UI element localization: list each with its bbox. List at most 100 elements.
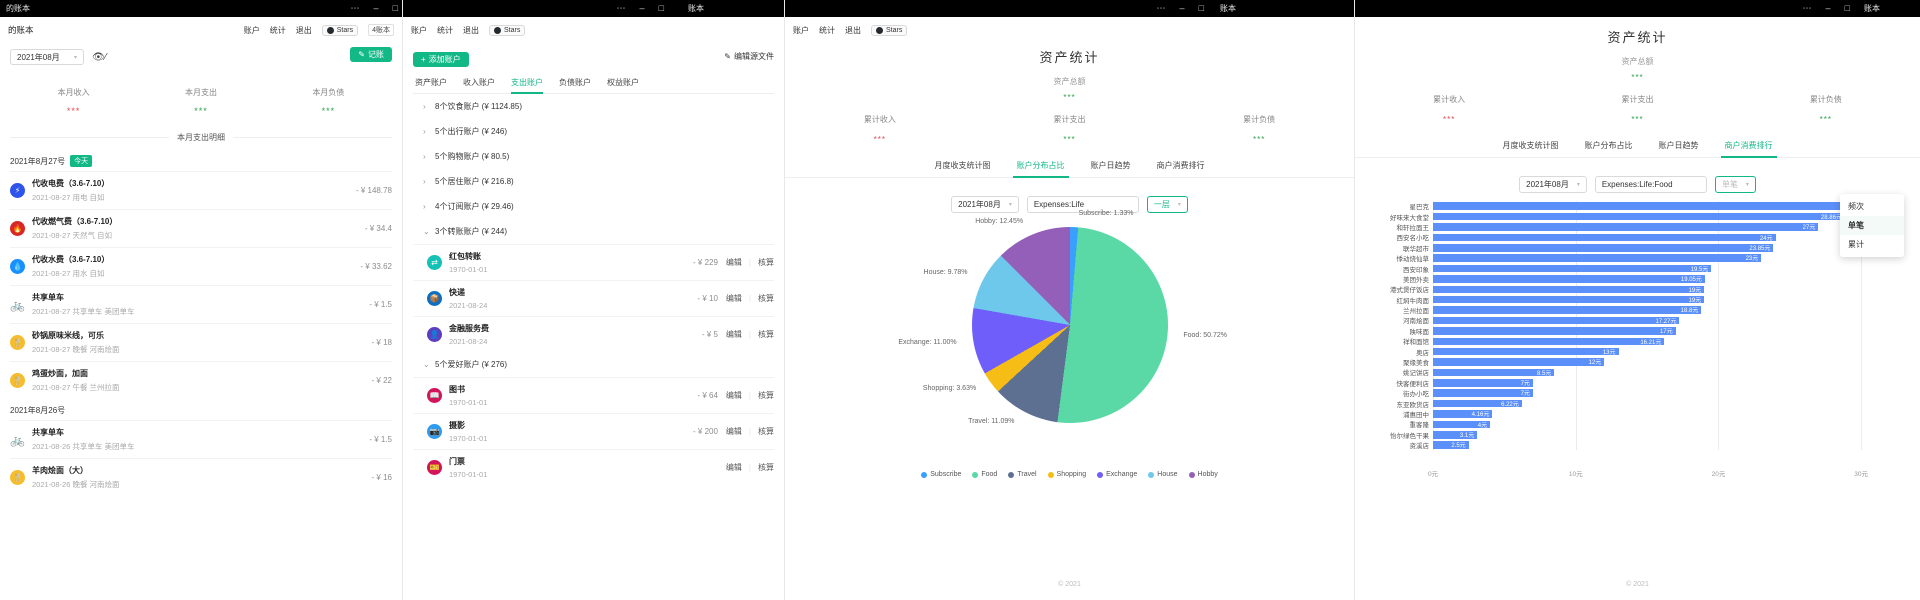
account-tab-1[interactable]: 收入账户	[463, 78, 495, 87]
month-select[interactable]: 2021年08月 ▾	[10, 49, 84, 65]
bar[interactable]: 19元	[1433, 295, 1705, 304]
chart-tab-4-2[interactable]: 账户日趋势	[1658, 141, 1699, 150]
window-controls-4[interactable]: ⋯ – □	[1803, 0, 1850, 17]
nav-logout[interactable]: 退出	[295, 25, 312, 35]
edit-link[interactable]: 编辑	[725, 258, 742, 267]
bar-row[interactable]: 西安印象 19.5元	[1403, 263, 1904, 274]
transaction-row[interactable]: ⚡ 代收电费（3.6-7.10） 2021-08-27 用电 自如 - ¥ 148.7…	[10, 171, 392, 209]
window-controls-2[interactable]: ⋯ – □	[617, 0, 664, 17]
edit-link[interactable]: 编辑	[725, 294, 742, 303]
edit-link[interactable]: 编辑	[725, 463, 742, 472]
more-icon-3[interactable]: ⋯	[1156, 3, 1166, 13]
legend-item[interactable]: House	[1148, 471, 1178, 478]
settle-link[interactable]: 核算	[758, 258, 774, 267]
settle-link[interactable]: 核算	[758, 294, 774, 303]
minimize-icon-2[interactable]: –	[639, 3, 645, 13]
maximize-icon-2[interactable]: □	[658, 3, 664, 13]
edit-source-button[interactable]: ✎ 编辑源文件	[724, 51, 774, 62]
window-controls-1[interactable]: ⋯ – □	[351, 0, 398, 17]
bar[interactable]: 6.22元	[1433, 399, 1522, 408]
bar-row[interactable]: 和轩拉面王 27元	[1397, 222, 1904, 232]
account-item-row[interactable]: 👤 金融服务费 2021-08-24 - ¥ 5 编辑 | 核算	[413, 316, 774, 352]
transaction-row[interactable]: 💧 代收水费（3.6-7.10） 2021-08-27 用水 自如 - ¥ 33.62	[10, 247, 392, 285]
bar[interactable]: 3.1元	[1433, 431, 1478, 439]
bar[interactable]: 7元	[1433, 389, 1533, 397]
chart-tab-3-2[interactable]: 账户日趋势	[1090, 161, 1131, 170]
account-item-row[interactable]: 📦 快递 2021-08-24 - ¥ 10 编辑 | 核算	[413, 280, 774, 316]
bar[interactable]: 18.8元	[1433, 306, 1702, 314]
account-group-row[interactable]: ⌄ 3个转账账户 (¥ 244)	[413, 219, 774, 244]
nav-statistics[interactable]: 统计	[269, 25, 286, 35]
add-account-button[interactable]: + 添加账户	[413, 52, 469, 67]
bar[interactable]: 19.05元	[1433, 275, 1705, 283]
chart-tab-3-1[interactable]: 账户分布占比	[1012, 160, 1069, 178]
level-select-3[interactable]: 一层 ▾	[1146, 196, 1188, 213]
maximize-icon-3[interactable]: □	[1198, 3, 1204, 13]
transaction-row[interactable]: 🚲 共享单车 2021-08-27 共享单车 美团单车 - ¥ 1.5	[10, 285, 392, 323]
legend-item[interactable]: Shopping	[1047, 471, 1086, 478]
bar[interactable]: 27元	[1433, 223, 1819, 231]
maximize-icon-4[interactable]: □	[1844, 3, 1850, 13]
bar-row[interactable]: 陕味面 17元	[1410, 326, 1904, 336]
account-group-row[interactable]: › 4个订阅账户 (¥ 29.46)	[413, 194, 774, 219]
legend-item[interactable]: Travel	[1008, 471, 1037, 478]
account-tab-3[interactable]: 负债账户	[559, 78, 591, 87]
nav-logout-2[interactable]: 退出	[463, 25, 479, 35]
account-tab-4[interactable]: 权益账户	[607, 78, 639, 87]
bar-row[interactable]: 祥和面馆 16.21元	[1403, 336, 1904, 346]
account-group-row[interactable]: › 8个饮食账户 (¥ 1124.85)	[413, 94, 774, 119]
bar-row[interactable]: 街办小吃 7元	[1403, 388, 1904, 398]
legend-item[interactable]: Hobby	[1188, 471, 1218, 478]
bar-row[interactable]: 好味来大食堂 28.86元	[1390, 211, 1904, 222]
chart-tab-4-1[interactable]: 账户分布占比	[1584, 141, 1633, 150]
chart-tab-4-3[interactable]: 商户消费排行	[1720, 140, 1777, 158]
account-tab-0[interactable]: 资产账户	[415, 78, 447, 87]
bar[interactable]: 13元	[1433, 347, 1619, 356]
chart-tab-4-0[interactable]: 月度收支统计图	[1502, 141, 1559, 150]
more-icon-4[interactable]: ⋯	[1802, 3, 1812, 13]
bar-row[interactable]: 奥店 13元	[1416, 346, 1904, 357]
bar-row[interactable]: 重客隆 4元	[1410, 419, 1904, 429]
bar[interactable]: 8.5元	[1433, 368, 1555, 377]
bar[interactable]: 23.85元	[1433, 244, 1774, 252]
bar-row[interactable]: 美团外卖 19.05元	[1403, 274, 1904, 284]
bar[interactable]: 2.5元	[1433, 441, 1469, 449]
mode-select-4[interactable]: 单笔 ▾	[1714, 176, 1756, 193]
bar[interactable]: 23元	[1433, 254, 1762, 262]
window-controls-3[interactable]: ⋯ – □	[1157, 0, 1204, 17]
dropdown-option-0[interactable]: 频次	[1848, 202, 1864, 211]
minimize-icon-3[interactable]: –	[1179, 3, 1185, 13]
account-item-row[interactable]: 📷 摄影 1970-01-01 - ¥ 200 编辑 | 核算	[413, 413, 774, 449]
account-group-row[interactable]: › 5个购物账户 (¥ 80.5)	[413, 144, 774, 169]
bar-row[interactable]: 浦惠田中 4.16元	[1403, 409, 1904, 419]
account-select-4[interactable]: Expenses:Life:Food	[1594, 176, 1707, 193]
record-button[interactable]: ✎ 记账	[350, 47, 392, 62]
bar[interactable]: 12元	[1433, 358, 1605, 366]
github-stars-button[interactable]: Stars	[321, 24, 359, 36]
bar-row[interactable]: 东亚欧货店 6.22元	[1397, 398, 1904, 409]
dropdown-option-1[interactable]: 单笔	[1840, 216, 1904, 235]
minimize-icon-4[interactable]: –	[1825, 3, 1831, 13]
bar-row[interactable]: 资溪店 2.5元	[1410, 440, 1904, 450]
edit-link[interactable]: 编辑	[725, 391, 742, 400]
bar-row[interactable]: 联华超市 23.85元	[1403, 243, 1904, 253]
transaction-row[interactable]: 🍴 砂锅原味米线，可乐 2021-08-27 晚餐 河南烩面 - ¥ 18	[10, 323, 392, 361]
transaction-row[interactable]: 🍴 鸡蛋炒面，加面 2021-08-27 午餐 兰州拉面 - ¥ 22	[10, 361, 392, 399]
legend-item[interactable]: Exchange	[1097, 471, 1137, 478]
month-select-3[interactable]: 2021年08月 ▾	[951, 196, 1019, 213]
nav-accounts[interactable]: 账户	[243, 25, 260, 35]
bar-row[interactable]: 怡尔绿色干果 3.1元	[1390, 430, 1904, 440]
more-icon[interactable]: ⋯	[350, 3, 360, 13]
account-group-row[interactable]: › 5个居住账户 (¥ 216.8)	[413, 169, 774, 194]
chart-tab-3-3[interactable]: 商户消费排行	[1156, 161, 1205, 170]
nav-logout-3[interactable]: 退出	[845, 25, 861, 35]
bar-row[interactable]: 姚记饼店 8.5元	[1403, 367, 1904, 377]
transaction-row[interactable]: 🔥 代收燃气费（3.6-7.10） 2021-08-27 天然气 自如 - ¥ 34.…	[10, 209, 392, 247]
transaction-row[interactable]: 🚲 共享单车 2021-08-26 共享单车 美团单车 - ¥ 1.5	[10, 420, 392, 458]
account-item-row[interactable]: 📖 图书 1970-01-01 - ¥ 64 编辑 | 核算	[413, 377, 774, 413]
legend-item[interactable]: Food	[972, 471, 997, 478]
github-stars-button-2[interactable]: Stars	[489, 24, 526, 36]
account-tab-2[interactable]: 支出账户	[511, 77, 543, 94]
bar-row[interactable]: 兰州拉面 18.8元	[1403, 305, 1904, 315]
